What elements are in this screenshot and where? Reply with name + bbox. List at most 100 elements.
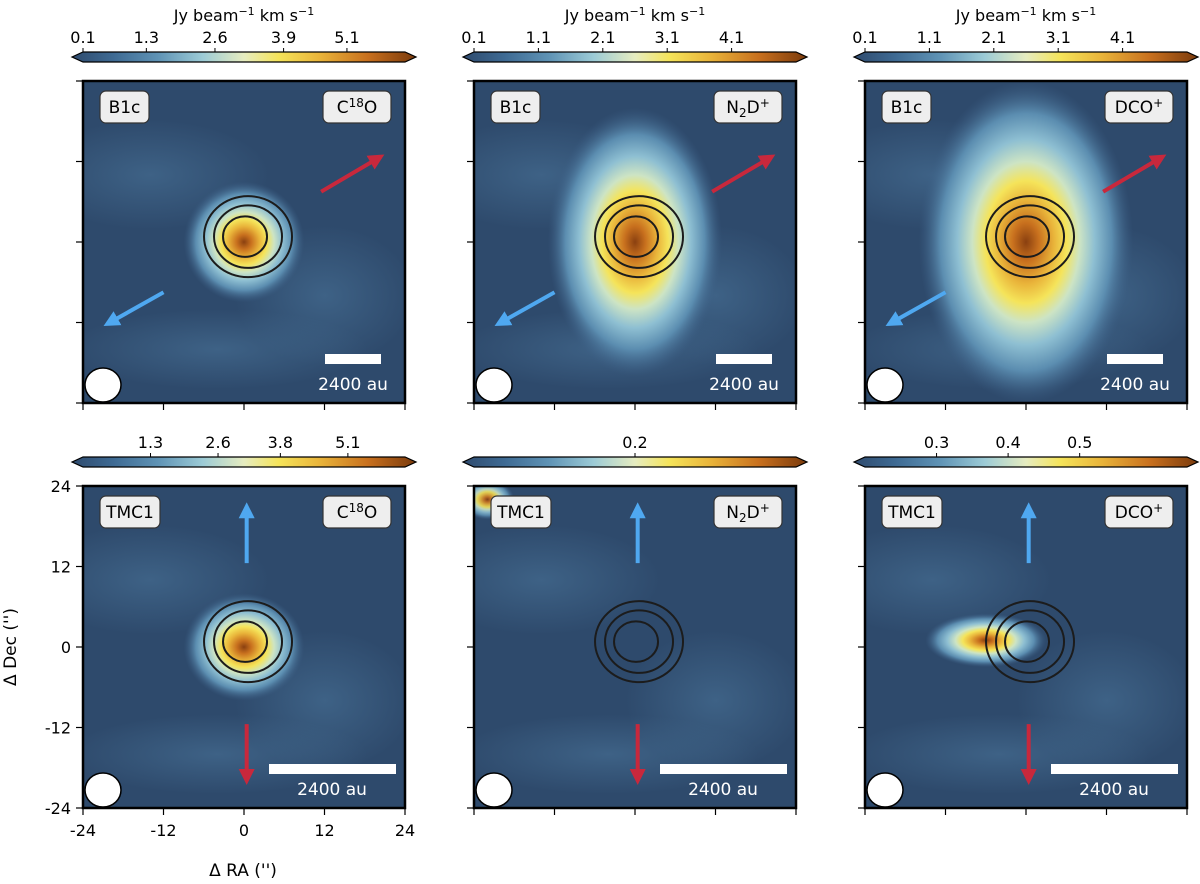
molecule-label: C18O (322, 495, 392, 529)
y-tick-label: 0 (61, 638, 71, 657)
blueshifted-outflow-arrow (494, 290, 556, 327)
molecule-rest: D (747, 98, 760, 118)
continuum-contours (985, 195, 1076, 279)
axis-ticks (858, 80, 1188, 410)
contour-level (604, 609, 675, 674)
source-label: TMC1 (99, 495, 161, 529)
colorbar-label: Jy beam−1 km s−1 (955, 5, 1096, 25)
scale-bar-label: 2400 au (688, 780, 758, 800)
beam-ellipse (475, 772, 513, 808)
molecule-label-text: DCO+ (1115, 501, 1163, 523)
molecule-base: N (726, 98, 739, 118)
emission-peak (547, 107, 723, 377)
scale-bar: 2400 au (660, 764, 787, 800)
y-tick-label: -24 (45, 799, 71, 818)
emission-peak (183, 593, 305, 701)
colorbar: 0.1 1.1 2.1 3.1 4.1Jy beam−1 km s−1 (852, 5, 1200, 63)
colorbar-tick-label: 1.1 (526, 28, 551, 47)
colorbar-tick-label: 2.6 (205, 433, 230, 452)
colorbar-tick-label: 2.1 (981, 28, 1006, 47)
beam-ellipse (866, 772, 904, 808)
continuum-contours (594, 600, 685, 684)
molecule-superscript: 18 (349, 96, 364, 110)
panel-tmc1-4: 0.2 2400 au TMC1 N2D+ (461, 433, 809, 815)
axis-ticks (858, 485, 1188, 815)
colorbar: 1.3 2.6 3.8 5.1 (70, 433, 418, 468)
colorbar-label-unit: km s (646, 6, 689, 25)
y-tick-label: 12 (51, 558, 71, 577)
colorbar-tick-label: 5.1 (335, 433, 360, 452)
molecule-subscript: 2 (739, 106, 747, 120)
map-image: 2400 au TMC1 C18O (83, 486, 405, 808)
colorbar: 0.1 1.1 2.1 3.1 4.1Jy beam−1 km s−1 (461, 5, 809, 63)
contour-level (985, 600, 1076, 684)
scale-bar: 2400 au (269, 764, 396, 800)
molecule-superscript: + (760, 501, 770, 515)
molecule-label: DCO+ (1104, 495, 1174, 529)
scale-bar-line (660, 764, 787, 774)
x-tick-label: 24 (395, 821, 415, 840)
colorbar-label-exponent: −1 (1080, 5, 1096, 18)
x-tick-label: 0 (239, 821, 249, 840)
contour-level (995, 609, 1066, 674)
contour-level (213, 609, 284, 674)
map-image: 2400 au TMC1 N2D+ (474, 486, 796, 808)
scale-bar-line (1107, 354, 1163, 364)
contour-level (613, 620, 660, 663)
colorbar-tick-label: 3.1 (1045, 28, 1070, 47)
molecule-base: N (726, 503, 739, 523)
source-label-text: B1c (109, 98, 141, 118)
redshifted-outflow-arrow (320, 154, 385, 194)
axis-ticks (76, 80, 406, 410)
colorbar-tick-label: 1.3 (138, 433, 163, 452)
beam-ellipse (84, 367, 122, 403)
axis-ticks (467, 485, 797, 815)
panel-tmc1-3: 1.3 2.6 3.8 5.1 2400 au TMC1 C18O -24 -12 0 12 24 24… (45, 433, 418, 840)
colorbar-bar (70, 456, 418, 468)
scale-bar-line (1051, 764, 1178, 774)
colorbar-tick-label: 3.1 (654, 28, 679, 47)
scale-bar-label: 2400 au (318, 375, 388, 395)
colorbar-label-exponent: −1 (689, 5, 705, 18)
colorbar: 0.3 0.4 0.5 (852, 433, 1200, 468)
axis-ticks (467, 80, 797, 410)
scale-bar: 2400 au (709, 354, 779, 395)
source-label-box (99, 495, 161, 529)
contour-level (222, 620, 269, 663)
beam-ellipse (866, 367, 904, 403)
molecule-rest: D (747, 503, 760, 523)
molecule-label-box (713, 90, 783, 124)
colorbar-tick-label: 0.4 (995, 433, 1020, 452)
y-axis-label: Δ Dec ('') (1, 608, 21, 686)
contour-level (1004, 215, 1051, 258)
colorbar-tick-label: 4.1 (1110, 28, 1135, 47)
source-label-text: B1c (891, 98, 923, 118)
colorbar: 0.1 1.3 2.6 3.9 5.1Jy beam−1 km s−1 (70, 5, 418, 63)
x-tick-label: -12 (150, 821, 176, 840)
molecule-label-text: C18O (337, 96, 378, 118)
colorbar-label-unit: Jy beam (173, 6, 239, 25)
scale-bar: 2400 au (1100, 354, 1170, 395)
molecule-label: N2D+ (713, 90, 783, 124)
source-label-box (490, 90, 541, 124)
y-tick-label: 24 (51, 477, 71, 496)
contour-level (594, 600, 685, 684)
blueshifted-outflow-arrow (885, 290, 947, 327)
scale-bar: 2400 au (318, 354, 388, 395)
contour-level (1004, 620, 1051, 663)
source-label-box (99, 90, 150, 124)
beam-ellipse (475, 367, 513, 403)
colorbar: 0.2 (461, 433, 809, 468)
colorbar-bar (461, 51, 809, 63)
panel-tmc1-5: 0.3 0.4 0.5 2400 au TMC1 DCO+ (852, 433, 1200, 815)
colorbar-tick-label: 5.1 (334, 28, 359, 47)
contour-level (995, 204, 1066, 269)
scale-bar-line (325, 354, 381, 364)
colorbar-bar (70, 51, 418, 63)
contour-level (594, 195, 685, 279)
continuum-contours (203, 195, 294, 279)
colorbar-label-unit: km s (255, 6, 298, 25)
